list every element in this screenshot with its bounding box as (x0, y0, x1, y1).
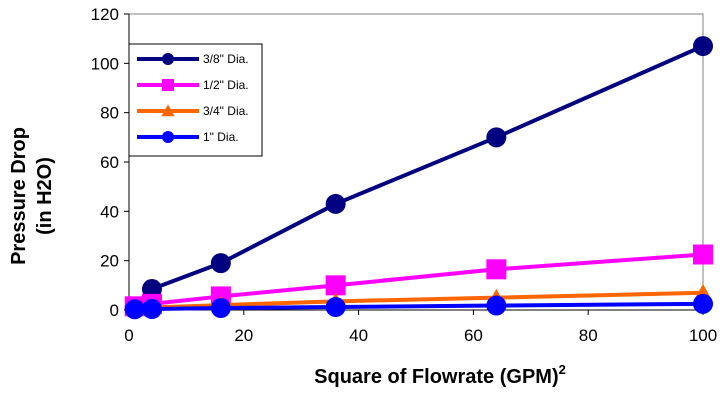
data-point (325, 193, 346, 214)
data-point (141, 299, 162, 320)
legend-item: 1" Dia. (137, 130, 239, 144)
y-tick-label: 100 (91, 54, 119, 73)
legend-item: 1/2" Dia. (137, 78, 249, 92)
y-tick-label: 40 (100, 202, 119, 221)
x-tick-label: 0 (124, 326, 133, 345)
legend-label: 1/2" Dia. (203, 78, 249, 92)
data-point (693, 293, 713, 314)
data-point (210, 253, 231, 274)
x-axis-title-text: Square of Flowrate (GPM) (314, 366, 558, 388)
axes: 0 20 40 60 80 100 120 0 20 40 60 80 100 (91, 5, 718, 345)
data-point (325, 275, 346, 296)
data-point (124, 299, 145, 320)
y-tick-label: 60 (100, 153, 119, 172)
x-tick-label: 80 (579, 326, 598, 345)
x-tick-label: 40 (349, 326, 368, 345)
legend-swatch-marker (162, 131, 174, 143)
legend-item: 3/8" Dia. (137, 52, 249, 66)
data-point (486, 295, 507, 316)
data-point (325, 297, 346, 318)
legend-label: 1" Dia. (203, 130, 239, 144)
series-4 (124, 293, 713, 320)
y-axis-title-line2: (in H2O) (34, 157, 56, 235)
y-tick-label: 20 (100, 252, 119, 271)
legend-item: 3/4" Dia. (137, 104, 249, 118)
legend-swatch-marker (161, 104, 175, 117)
x-tick-label: 60 (464, 326, 483, 345)
x-axis-title: Square of Flowrate (GPM)2 (314, 362, 566, 388)
data-point (486, 127, 507, 148)
legend: 3/8" Dia. 1/2" Dia. 3/4" Dia. 1" Dia. (128, 43, 263, 157)
y-tick-label: 120 (91, 5, 119, 24)
legend-label: 3/4" Dia. (203, 104, 249, 118)
x-tick-label: 100 (689, 326, 717, 345)
data-point (486, 259, 507, 280)
data-point (693, 36, 713, 57)
legend-swatch-marker (162, 79, 174, 91)
data-point (693, 244, 713, 265)
x-axis-title-superscript: 2 (559, 362, 566, 377)
x-tick-label: 20 (234, 326, 253, 345)
series-layer (124, 36, 713, 320)
y-axis-title-line1: Pressure Drop (8, 127, 30, 265)
y-tick-label: 80 (100, 104, 119, 123)
legend-label: 3/8" Dia. (203, 52, 249, 66)
y-tick-label: 0 (110, 301, 119, 320)
data-point (210, 298, 231, 319)
legend-swatch-marker (162, 53, 174, 65)
y-axis-title: Pressure Drop (in H2O) (8, 127, 56, 265)
